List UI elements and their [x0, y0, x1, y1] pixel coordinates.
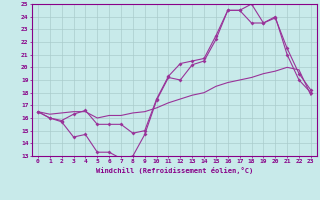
X-axis label: Windchill (Refroidissement éolien,°C): Windchill (Refroidissement éolien,°C) [96, 167, 253, 174]
